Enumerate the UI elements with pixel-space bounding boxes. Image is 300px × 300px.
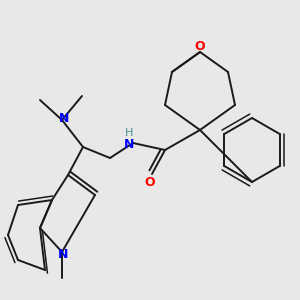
Text: O: O xyxy=(195,40,205,52)
Text: O: O xyxy=(145,176,155,188)
Text: H: H xyxy=(125,128,133,138)
Text: N: N xyxy=(59,112,69,124)
Text: N: N xyxy=(58,248,68,260)
Text: N: N xyxy=(124,137,134,151)
